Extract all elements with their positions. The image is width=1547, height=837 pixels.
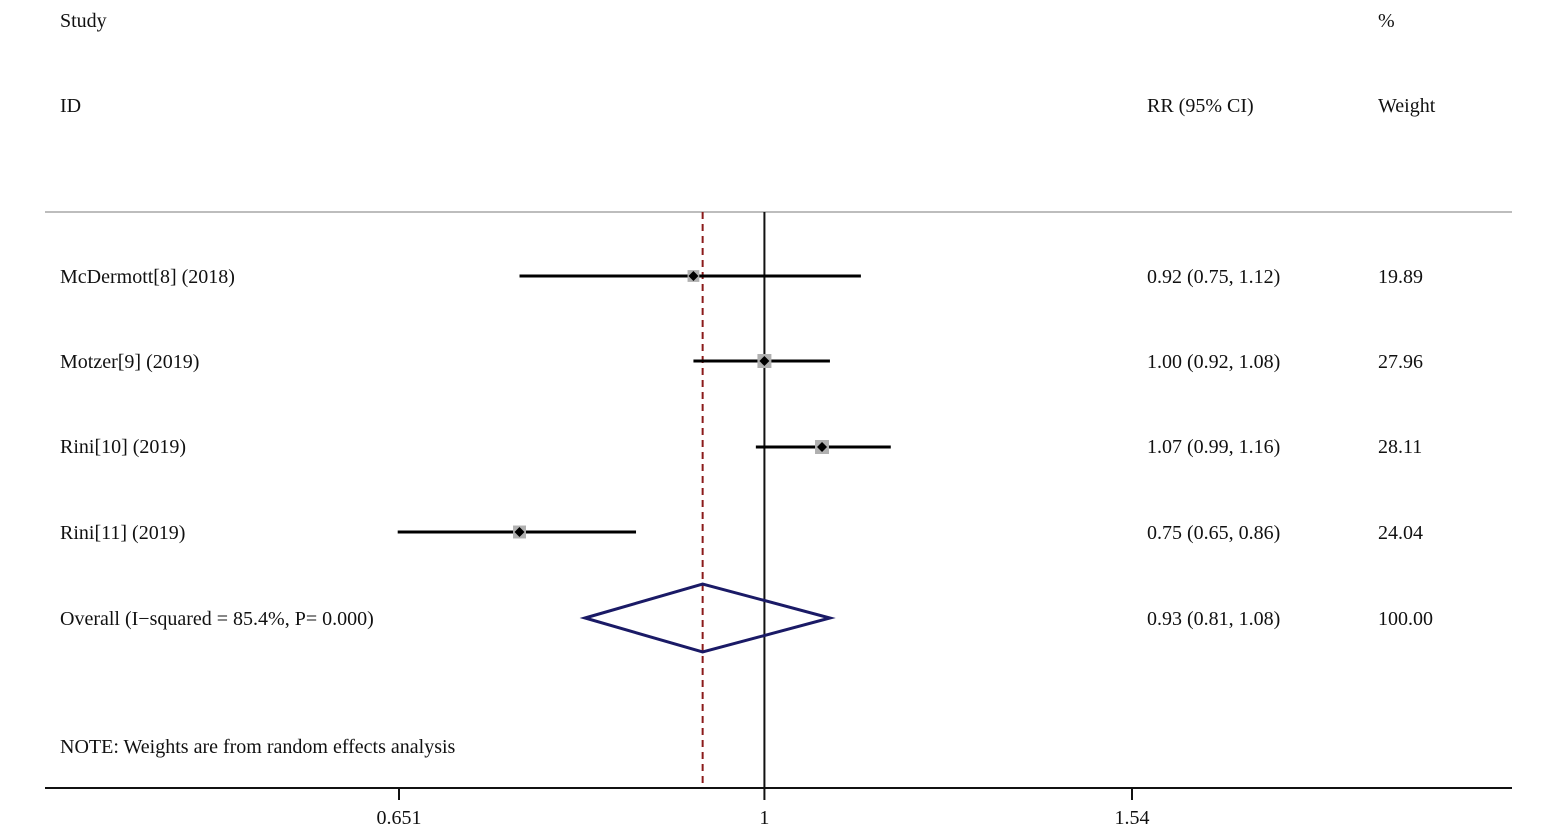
note-text: NOTE: Weights are from random effects an… xyxy=(60,736,456,758)
study-ci-text: 1.07 (0.99, 1.16) xyxy=(1147,436,1281,458)
weight-header: Weight xyxy=(1378,95,1436,117)
study-ci-text: 1.00 (0.92, 1.08) xyxy=(1147,351,1281,373)
study-weight-text: 19.89 xyxy=(1378,266,1423,288)
point-estimate xyxy=(817,442,828,452)
study-marks xyxy=(397,270,891,539)
study-ci-text: 0.75 (0.65, 0.86) xyxy=(1147,522,1281,544)
effect-header: RR (95% CI) xyxy=(1147,95,1254,117)
study-label: Rini[11] (2019) xyxy=(60,522,186,544)
overall-ci-text: 0.93 (0.81, 1.08) xyxy=(1147,608,1281,630)
study-ci-text: 0.92 (0.75, 1.12) xyxy=(1147,266,1281,288)
study-weight-text: 28.11 xyxy=(1378,436,1423,458)
x-tick-label: 0.651 xyxy=(377,807,422,829)
study-label: Motzer[9] (2019) xyxy=(60,351,200,373)
study-label: McDermott[8] (2018) xyxy=(60,266,235,288)
study-weight-text: 27.96 xyxy=(1378,351,1423,373)
x-tick-label: 1.54 xyxy=(1115,807,1150,829)
study-header: Study xyxy=(60,10,107,32)
study-label: Rini[10] (2019) xyxy=(60,436,187,458)
study-weight-text: 24.04 xyxy=(1378,522,1423,544)
point-estimate xyxy=(759,356,770,366)
x-tick-label: 1 xyxy=(759,807,769,829)
overall-weight-text: 100.00 xyxy=(1378,608,1433,630)
point-estimate xyxy=(688,271,699,281)
overall-diamond xyxy=(579,582,836,654)
id-header: ID xyxy=(60,95,82,117)
x-ticks: 0.651 1 1.54 xyxy=(377,788,1150,829)
percent-header: % xyxy=(1378,10,1395,32)
overall-label: Overall (I−squared = 85.4%, P= 0.000) xyxy=(60,608,374,630)
point-estimate xyxy=(514,527,525,537)
